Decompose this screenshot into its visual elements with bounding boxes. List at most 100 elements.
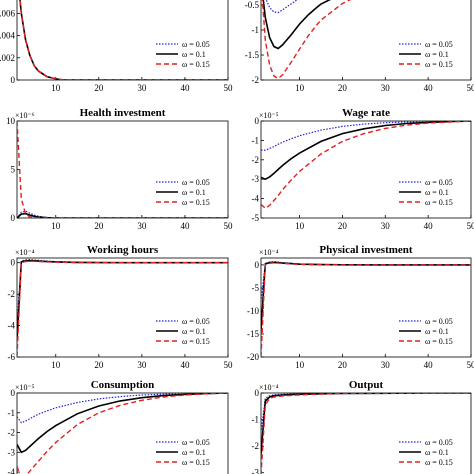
- y-tick-label: -4: [8, 467, 16, 474]
- legend-label: ω = 0.1: [425, 50, 449, 59]
- x-tick-label: 40: [180, 83, 190, 93]
- y-tick-label: 0: [255, 388, 260, 398]
- legend-label: ω = 0.1: [182, 327, 206, 336]
- x-tick-label: 20: [94, 360, 104, 370]
- chart-panel-2: -0.5 -1 -1.5 -2 10 20 30 40 50 ω = 0.05ω = 0.1ω =…: [245, 0, 474, 93]
- series-line-omega-015: [19, 0, 228, 80]
- series-line-omega-015: [17, 393, 228, 474]
- series-line-omega-015: [17, 260, 228, 357]
- panel-title: Working hours: [87, 244, 159, 256]
- legend-label: ω = 0.1: [425, 448, 449, 457]
- y-tick-label: -15: [247, 329, 259, 339]
- x-tick-label: 50: [224, 83, 234, 93]
- series-line-omega-005: [17, 393, 228, 424]
- panel-title: Physical investment: [319, 244, 413, 256]
- legend-label: ω = 0.15: [425, 458, 453, 467]
- x-tick-label: 50: [467, 360, 474, 370]
- legend-label: ω = 0.05: [182, 317, 210, 326]
- legend-label: ω = 0.15: [182, 198, 210, 207]
- series-line-omega-005: [261, 393, 471, 433]
- y-tick-label: -2: [8, 428, 16, 438]
- y-tick-label: 0.006: [0, 8, 16, 18]
- legend-label: ω = 0.15: [425, 337, 453, 346]
- y-tick-label: -3: [252, 174, 260, 184]
- x-tick-label: 10: [295, 221, 305, 231]
- x-tick-label: 10: [295, 360, 305, 370]
- series-line-omega-015: [261, 0, 352, 80]
- axis-exponent-label: ×10⁻⁴: [259, 383, 279, 392]
- legend-label: ω = 0.1: [182, 188, 206, 197]
- panel-title: Output: [349, 379, 384, 391]
- y-tick-label: 5: [11, 165, 16, 175]
- y-tick-label: 10: [6, 116, 16, 126]
- chart-panel-5: 0 -2 -4 -6 10 20 30 40 50 Working hours ×10⁻⁴ ω = 0…: [8, 244, 234, 370]
- x-tick-label: 40: [424, 83, 434, 93]
- series-line-omega-01: [261, 121, 471, 181]
- legend-label: ω = 0.05: [425, 40, 453, 49]
- y-tick-label: -1: [252, 25, 260, 35]
- x-tick-label: 10: [51, 360, 61, 370]
- y-tick-label: 0.002: [0, 53, 15, 63]
- axis-exponent-label: ×10⁻⁵: [15, 383, 35, 392]
- series-line-omega-015: [261, 262, 471, 357]
- axis-exponent-label: ×10⁻⁵: [259, 111, 279, 120]
- y-tick-label: -1.5: [245, 50, 260, 60]
- panel-title: Wage rate: [342, 107, 390, 119]
- legend-label: ω = 0.05: [425, 178, 453, 187]
- plot-frame: [16, 257, 229, 358]
- y-tick-label: -10: [247, 306, 259, 316]
- plot-frame: [260, 120, 472, 219]
- x-tick-label: 40: [180, 360, 190, 370]
- series-line-omega-015: [261, 121, 471, 210]
- x-tick-label: 30: [381, 360, 391, 370]
- axis-exponent-label: ×10⁻⁶: [15, 111, 35, 120]
- legend-label: ω = 0.1: [182, 448, 206, 457]
- y-tick-label: -5: [252, 213, 260, 223]
- chart-panel-3: 0 5 10 10 20 30 40 50 Health investment ×10⁻⁶ ω = …: [6, 107, 233, 231]
- legend-label: ω = 0.05: [182, 438, 210, 447]
- y-tick-label: 0: [11, 388, 16, 398]
- y-tick-label: -6: [8, 352, 16, 362]
- series-line-omega-005: [17, 258, 228, 326]
- y-tick-label: 0: [11, 258, 16, 268]
- x-tick-label: 50: [224, 360, 234, 370]
- legend-label: ω = 0.15: [182, 337, 210, 346]
- x-tick-label: 50: [467, 221, 474, 231]
- legend-label: ω = 0.1: [182, 50, 206, 59]
- x-tick-label: 40: [180, 221, 190, 231]
- series-line-omega-005: [261, 261, 471, 302]
- legend-label: ω = 0.15: [182, 60, 210, 69]
- x-tick-label: 30: [381, 221, 391, 231]
- y-tick-label: -0.5: [245, 0, 260, 10]
- x-tick-label: 10: [51, 83, 61, 93]
- y-tick-label: -2: [252, 75, 260, 85]
- panel-title: Health investment: [80, 107, 166, 119]
- y-tick-label: -2: [252, 155, 260, 165]
- x-tick-label: 50: [467, 83, 474, 93]
- y-tick-label: 0: [255, 260, 260, 270]
- axis-exponent-label: ×10⁻⁴: [15, 248, 35, 257]
- plot-frame: [260, 257, 472, 358]
- chart-panel-8: 0 -1 -2 -3 Output ×10⁻⁴ ω = 0.05ω = 0.1ω = 0.1…: [252, 379, 472, 474]
- panel-title: Consumption: [91, 379, 155, 391]
- x-tick-label: 20: [338, 83, 348, 93]
- x-tick-label: 40: [424, 221, 434, 231]
- legend-label: ω = 0.1: [425, 327, 449, 336]
- series-line-omega-01: [262, 0, 331, 50]
- x-tick-label: 30: [137, 83, 147, 93]
- y-tick-label: -3: [252, 468, 260, 474]
- chart-panel-4: 0 -1 -2 -3 -4 -5 10 20 30 40 50 Wage rate ×10⁻⁵ ω = 0…: [252, 107, 474, 231]
- x-tick-label: 40: [424, 360, 434, 370]
- series-line-omega-015: [261, 393, 471, 474]
- x-tick-label: 20: [338, 221, 348, 231]
- x-tick-label: 50: [224, 221, 234, 231]
- legend-label: ω = 0.05: [182, 178, 210, 187]
- x-tick-label: 20: [94, 83, 104, 93]
- y-tick-label: -20: [247, 352, 259, 362]
- plot-frame: [16, 392, 229, 474]
- y-tick-label: 0.004: [0, 31, 16, 41]
- y-tick-label: -2: [252, 441, 260, 451]
- y-tick-label: -1: [252, 415, 260, 425]
